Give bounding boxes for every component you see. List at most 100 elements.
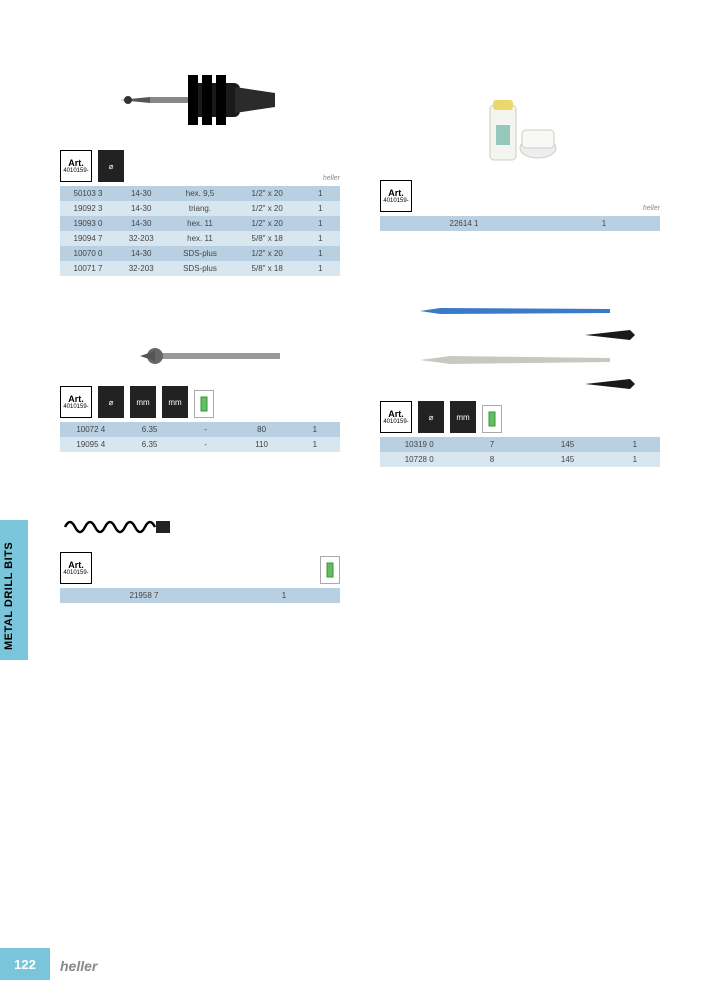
- spring-illustration: [60, 515, 180, 539]
- table-cell: 32-203: [116, 261, 166, 276]
- paste-image: [380, 90, 660, 170]
- section-paste: Art. 4010159- heller 22614 11: [380, 90, 660, 231]
- table-cell: 14-30: [116, 201, 166, 216]
- table-pilot-drill: 10072 46.35-80119095 46.35-1101: [60, 422, 340, 452]
- table-cell: 10728 0: [380, 452, 458, 467]
- table3-header-icons: Art. 4010159-: [60, 552, 340, 584]
- table-paste: 22614 11: [380, 216, 660, 231]
- table-spring: 21958 71: [60, 588, 340, 603]
- table-cell: 6.35: [122, 422, 178, 437]
- cap-dark-illustration: [580, 327, 640, 342]
- table-row: 10319 071451: [380, 437, 660, 452]
- table-row: 19093 014-30hex. 111/2" x 201: [60, 216, 340, 231]
- cap-dark2-illustration: [580, 376, 640, 391]
- table-cell: 10072 4: [60, 422, 122, 437]
- table-row: 10072 46.35-801: [60, 422, 340, 437]
- paste-illustration: [460, 90, 580, 170]
- table4-header-icons: Art. 4010159- heller: [380, 180, 660, 212]
- spring-image: [60, 512, 340, 542]
- table-cell: 5/8" x 18: [234, 261, 301, 276]
- table-row: 19092 314-30triang.1/2" x 201: [60, 201, 340, 216]
- table-cell: hex. 11: [166, 231, 233, 246]
- table-cell: hex. 9,5: [166, 186, 233, 201]
- art-icon: Art. 4010159-: [380, 180, 412, 212]
- table-cell: 1: [301, 201, 340, 216]
- section-arbor: Art. 4010159- ⌀ heller 50103 314-30hex. …: [60, 60, 340, 276]
- table1-header-icons: Art. 4010159- ⌀ heller: [60, 150, 340, 182]
- table-row: 10071 732-203SDS-plus5/8" x 181: [60, 261, 340, 276]
- table-cell: 14-30: [116, 216, 166, 231]
- table-cell: 19092 3: [60, 201, 116, 216]
- table-cell: 80: [234, 422, 290, 437]
- table-row: 10070 014-30SDS-plus1/2" x 201: [60, 246, 340, 261]
- table-cell: 22614 1: [380, 216, 548, 231]
- table-cell: 145: [526, 452, 610, 467]
- table-cell: 1: [610, 437, 660, 452]
- table-cell: SDS-plus: [166, 246, 233, 261]
- table-cell: 1: [290, 422, 340, 437]
- brand-mark: heller: [643, 205, 660, 212]
- section-spring: Art. 4010159- 21958 71: [60, 512, 340, 603]
- table-cell: 7: [458, 437, 525, 452]
- section-pilot-drill: Art. 4010159- ⌀ mm mm 10072 46.35-801190…: [60, 336, 340, 452]
- table-cell: 10071 7: [60, 261, 116, 276]
- table-cell: 1: [610, 452, 660, 467]
- table-cell: hex. 11: [166, 216, 233, 231]
- table-cell: 19094 7: [60, 231, 116, 246]
- diameter-icon: ⌀: [98, 150, 124, 182]
- side-tab-label: METAL DRILL BITS: [3, 542, 15, 650]
- table-cell: 1: [301, 231, 340, 246]
- table-cell: 32-203: [116, 231, 166, 246]
- scriber-image: [380, 301, 660, 391]
- pack-icon: [320, 556, 340, 584]
- diameter-icon: ⌀: [98, 386, 124, 418]
- table-cell: 50103 3: [60, 186, 116, 201]
- table-cell: 1/2" x 20: [234, 201, 301, 216]
- table-cell: 1: [548, 216, 660, 231]
- table-cell: 8: [458, 452, 525, 467]
- pilot-drill-image: [60, 336, 340, 376]
- table-row: 21958 71: [60, 588, 340, 603]
- table-cell: 21958 7: [60, 588, 228, 603]
- table-cell: 145: [526, 437, 610, 452]
- length-icon: mm: [130, 386, 156, 418]
- pack-icon: [482, 405, 502, 433]
- right-column: Art. 4010159- heller 22614 11: [380, 60, 660, 507]
- art-icon: Art. 4010159-: [60, 386, 92, 418]
- table-cell: 14-30: [116, 246, 166, 261]
- table-cell: 1: [290, 437, 340, 452]
- table-cell: 10070 0: [60, 246, 116, 261]
- total-length-icon: mm: [162, 386, 188, 418]
- footer-brand: heller: [60, 958, 97, 974]
- table-cell: 1/2" x 20: [234, 246, 301, 261]
- arbor-illustration: [110, 65, 290, 135]
- table2-header-icons: Art. 4010159- ⌀ mm mm: [60, 386, 340, 418]
- table-row: 19095 46.35-1101: [60, 437, 340, 452]
- table5-header-icons: Art. 4010159- ⌀ mm: [380, 401, 660, 433]
- table-cell: 10319 0: [380, 437, 458, 452]
- table-cell: 5/8" x 18: [234, 231, 301, 246]
- table-cell: 14-30: [116, 186, 166, 201]
- arbor-image: [60, 60, 340, 140]
- table-cell: triang.: [166, 201, 233, 216]
- scriber-blue-illustration: [410, 301, 630, 319]
- art-icon: Art. 4010159-: [60, 150, 92, 182]
- table-cell: 1/2" x 20: [234, 186, 301, 201]
- scriber-steel-illustration: [410, 350, 630, 368]
- table-cell: 19095 4: [60, 437, 122, 452]
- art-icon: Art. 4010159-: [380, 401, 412, 433]
- brand-mark: heller: [323, 175, 340, 182]
- art-icon: Art. 4010159-: [60, 552, 92, 584]
- table-cell: 1: [301, 216, 340, 231]
- table-cell: -: [178, 437, 234, 452]
- table-cell: 19093 0: [60, 216, 116, 231]
- pack-icon: [194, 390, 214, 418]
- table-cell: -: [178, 422, 234, 437]
- table-row: 19094 732-203hex. 115/8" x 181: [60, 231, 340, 246]
- table-cell: 1/2" x 20: [234, 216, 301, 231]
- length-icon: mm: [450, 401, 476, 433]
- table-row: 50103 314-30hex. 9,51/2" x 201: [60, 186, 340, 201]
- diameter-icon: ⌀: [418, 401, 444, 433]
- table-row: 22614 11: [380, 216, 660, 231]
- table-cell: 1: [301, 246, 340, 261]
